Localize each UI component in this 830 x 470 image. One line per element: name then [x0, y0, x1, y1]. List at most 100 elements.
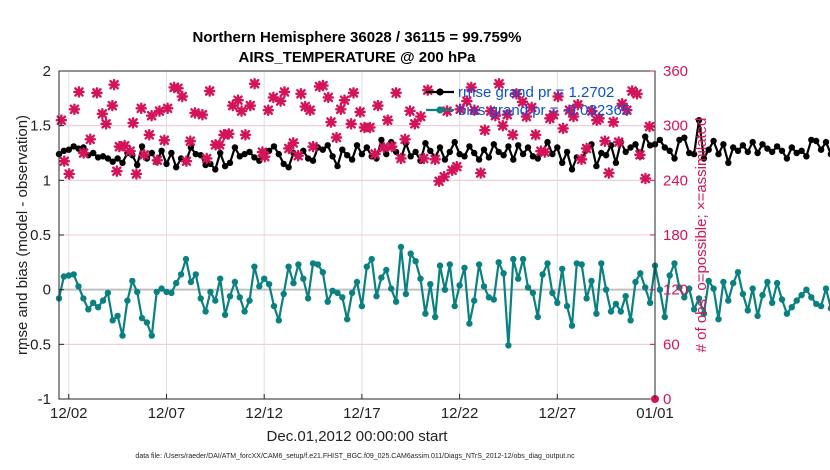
y-right-tick-label: 240 [663, 172, 688, 189]
obs-assimilated-marker [643, 120, 656, 133]
rmse-point [720, 141, 727, 148]
rmse-point [607, 142, 615, 149]
x-tick-label: 12/07 [148, 405, 186, 422]
bias-point [612, 300, 620, 308]
obs-assimilated-marker [639, 172, 652, 185]
bias-point [309, 260, 317, 267]
bias-point [573, 260, 580, 267]
bias-point [358, 302, 366, 310]
rmse-point [505, 143, 512, 150]
rmse-point [803, 153, 810, 160]
obs-assimilated-marker [338, 94, 351, 106]
y-right-tick-label: 0 [663, 391, 671, 408]
bias-point [637, 270, 644, 277]
bias-point [129, 277, 136, 285]
bias-point [138, 314, 146, 322]
obs-assimilated-marker [203, 85, 216, 97]
rmse-point [407, 153, 414, 160]
rmse-point [427, 147, 434, 154]
obs-assimilated-marker [538, 146, 551, 158]
bias-point [466, 320, 473, 327]
rmse-point [246, 148, 253, 156]
obs-assimilated-marker [299, 100, 312, 113]
obs-assimilated-marker [399, 133, 411, 146]
rmse-point [529, 153, 537, 160]
rmse-point [363, 144, 370, 151]
bias-point [583, 295, 590, 302]
obs-assimilated-marker [262, 104, 275, 116]
rmse-point [764, 145, 771, 152]
obs-assimilated-marker [96, 108, 109, 120]
bias-point [207, 288, 214, 296]
obs-assimilated-marker [489, 109, 502, 122]
obs-assimilated-marker [200, 152, 213, 165]
obs-assimilated-marker [377, 141, 390, 154]
bias-point [226, 293, 234, 300]
bias-point [143, 319, 151, 326]
bias-point [715, 316, 722, 323]
bias-point [134, 288, 141, 296]
obs-assimilated-marker [520, 110, 533, 123]
rmse-point [676, 136, 683, 144]
y-tick-label: -0.5 [25, 336, 51, 353]
x-tick-label: 01/01 [636, 405, 674, 422]
obs-assimilated-marker [161, 102, 174, 115]
bias-point [319, 269, 326, 276]
rmse-point [544, 138, 551, 146]
rmse-point [471, 149, 478, 157]
chart-subtitle: AIRS_TEMPERATURE @ 200 hPa [239, 49, 477, 66]
bias-point [99, 297, 107, 304]
legend-rmse-marker [436, 88, 444, 96]
bias-point [407, 250, 414, 257]
rmse-point [221, 162, 229, 170]
bias-point [495, 259, 502, 266]
obs-assimilated-marker [461, 95, 473, 107]
bias-point [485, 294, 493, 301]
obs-assimilated-marker [390, 87, 402, 99]
obs-assimilated-marker [409, 118, 421, 130]
rmse-point [559, 159, 566, 166]
obs-assimilated-marker [256, 146, 269, 158]
bias-point [602, 286, 610, 293]
bias-line [57, 245, 830, 347]
y-tick-label: 1.5 [30, 118, 51, 135]
rmse-point [285, 164, 292, 171]
y-axis-label: rmse and bias (model - observation) [14, 115, 31, 355]
bias-point [70, 271, 77, 278]
bias-point [500, 270, 507, 277]
rmse-point [534, 155, 541, 162]
rmse-point [622, 148, 629, 156]
bias-point [378, 274, 385, 281]
rmse-point [788, 144, 795, 151]
bias-point [788, 304, 795, 311]
bias-point [285, 263, 292, 270]
obs-assimilated-marker [465, 81, 478, 94]
bias-point [632, 278, 639, 286]
obs-assimilated-marker [404, 105, 416, 117]
bias-point [676, 284, 683, 291]
rmse-point [749, 138, 756, 146]
obs-assimilated-marker [91, 87, 103, 99]
obs-assimilated-marker [607, 116, 620, 128]
obs-assimilated-marker [626, 85, 638, 97]
bias-point [759, 291, 766, 299]
obs-assimilated-marker [138, 149, 150, 161]
obs-assimilated-marker [223, 128, 235, 140]
bias-point [471, 297, 478, 304]
bias-point [109, 317, 116, 324]
rmse-point [192, 150, 199, 158]
rmse-point [309, 157, 317, 164]
bias-point [124, 297, 131, 304]
bias-point [793, 297, 800, 304]
obs-assimilated-marker [118, 139, 131, 152]
bias-point [568, 322, 576, 329]
bias-point [119, 332, 126, 339]
obs-assimilated-marker [317, 79, 329, 92]
bias-point [300, 275, 307, 282]
rmse-point [515, 142, 522, 149]
rmse-point [783, 155, 791, 162]
obs-assimilated-marker [478, 124, 491, 137]
obs-assimilated-marker [184, 135, 197, 147]
bias-point [817, 302, 825, 310]
